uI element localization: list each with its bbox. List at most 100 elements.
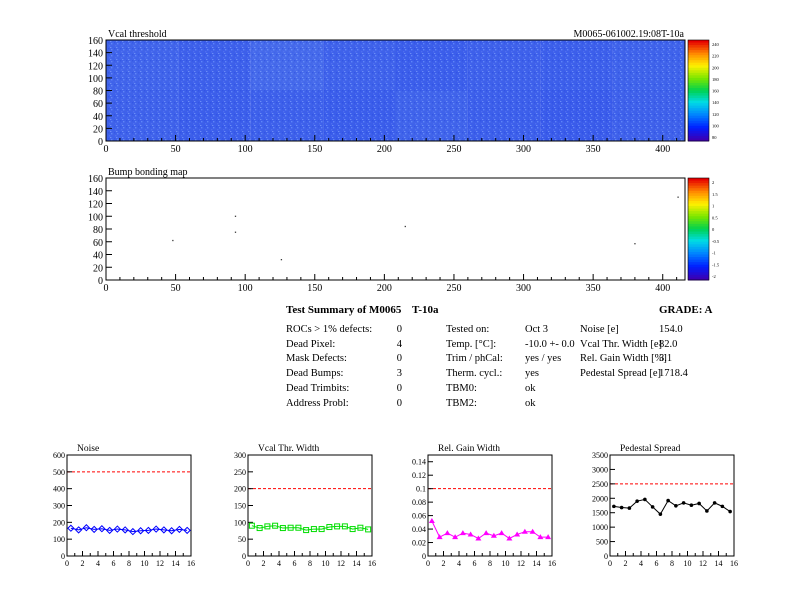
y-tick-label: 0 xyxy=(422,552,426,561)
palette-band xyxy=(688,259,709,263)
data-point xyxy=(349,526,356,533)
dead-bump-point xyxy=(234,215,237,217)
palette-band xyxy=(688,236,709,240)
data-point xyxy=(459,530,466,536)
y-tick-label: 0 xyxy=(604,552,608,561)
y-tick-label: 40 xyxy=(93,112,103,123)
palette-band xyxy=(688,269,709,273)
palette-label: 220 xyxy=(712,54,720,59)
y-tick-label: 1000 xyxy=(592,523,608,532)
y-tick-label: 2000 xyxy=(592,494,608,503)
data-point xyxy=(341,523,348,530)
y-tick-label: 0 xyxy=(242,552,246,561)
summary-col2-value: -10.0 +- 0.0 xyxy=(525,338,575,350)
y-tick-label: 3500 xyxy=(592,451,608,460)
palette-frame xyxy=(687,177,710,281)
data-point xyxy=(681,501,686,505)
summary-col3-value: 82.0 xyxy=(659,338,678,350)
data-point xyxy=(318,526,325,533)
data-point xyxy=(183,526,191,535)
palette-band xyxy=(688,180,709,184)
x-tick-label: 6 xyxy=(293,559,297,568)
roc-chart-3: 0 2 4 6 8 10 12 14 16 0 50 100 150 200 250 300 Vcal Thr.… xyxy=(234,444,376,568)
data-point xyxy=(272,522,279,529)
palette-band xyxy=(688,272,709,276)
summary-col3-value: 3.1 xyxy=(659,353,673,365)
data-point xyxy=(82,524,91,532)
palette-band xyxy=(688,110,709,114)
summary-module-suffix: T-10a xyxy=(412,304,439,316)
data-point xyxy=(666,498,670,503)
dead-bump-point xyxy=(677,196,679,198)
palette-band xyxy=(688,60,709,64)
x-tick-label: 10 xyxy=(684,559,692,568)
palette-label: 140 xyxy=(712,100,720,105)
data-point xyxy=(720,504,725,509)
y-tick-label: 20 xyxy=(93,124,103,135)
data-point xyxy=(175,525,184,534)
data-point xyxy=(248,522,255,529)
palette-band xyxy=(688,62,709,66)
palette-band xyxy=(688,213,709,217)
data-point xyxy=(635,499,639,503)
summary-col1-value: 0 xyxy=(396,382,402,394)
series-line xyxy=(70,527,188,533)
y-tick-label: 500 xyxy=(53,468,65,477)
data-point xyxy=(627,506,632,510)
x-tick-label: 10 xyxy=(502,559,510,568)
palette-band xyxy=(688,90,709,94)
summary-col2-label: Tested on: xyxy=(446,324,490,335)
x-tick-label: 2 xyxy=(442,559,446,568)
x-tick-label: 16 xyxy=(187,559,195,568)
y-tick-label: 60 xyxy=(93,99,103,110)
x-tick-label: 12 xyxy=(517,559,525,568)
y-tick-label: 150 xyxy=(234,502,246,511)
y-tick-label: 200 xyxy=(234,485,246,494)
palette-band xyxy=(688,206,709,210)
series-line xyxy=(431,520,549,540)
x-tick-label: 0 xyxy=(104,144,109,155)
summary-col2-label: Temp. [°C]: xyxy=(446,338,497,350)
palette-band xyxy=(688,246,709,250)
plot-frame xyxy=(427,454,553,557)
x-tick-label: 14 xyxy=(715,559,723,568)
data-point xyxy=(98,525,106,533)
summary-col2-label: Trim / phCal: xyxy=(446,353,503,365)
summary-col2-label: TBM0: xyxy=(446,382,477,394)
palette-band xyxy=(688,67,709,71)
palette-band xyxy=(688,226,709,230)
palette-band xyxy=(688,198,709,202)
data-point xyxy=(521,528,528,534)
map-1: 0 50 100 150 200 250 300 350 4000204060801001201… xyxy=(88,167,720,294)
roc-chart-4: 0 2 4 6 8 10 12 14 16 0 0.02 0.04 0.06 0.08 0.1 0.12 0.1… xyxy=(412,444,556,568)
palette-band xyxy=(688,264,709,268)
y-tick-label: 0 xyxy=(61,552,65,561)
dead-bump-point xyxy=(280,259,283,261)
chart-title: Vcal Thr. Width xyxy=(258,444,320,454)
palette-band xyxy=(688,130,709,134)
palette-band xyxy=(688,72,709,76)
x-tick-label: 6 xyxy=(473,559,477,568)
palette-band xyxy=(688,118,709,122)
x-tick-label: 16 xyxy=(730,559,738,568)
x-tick-label: 0 xyxy=(426,559,430,568)
y-tick-label: 2500 xyxy=(592,480,608,489)
palette-band xyxy=(688,45,709,49)
palette-label: 240 xyxy=(712,42,720,47)
palette-band xyxy=(688,100,709,104)
data-point xyxy=(643,497,647,502)
palette-band xyxy=(688,188,709,192)
x-tick-label: 16 xyxy=(368,559,376,568)
y-tick-label: 140 xyxy=(88,49,103,60)
palette-label: 0 xyxy=(712,227,715,232)
summary-col1-label: Dead Pixel: xyxy=(286,338,336,350)
data-point xyxy=(365,526,372,533)
palette-band xyxy=(688,82,709,86)
y-tick-label: 140 xyxy=(88,187,103,198)
y-tick-label: 300 xyxy=(53,502,65,511)
data-point xyxy=(689,503,694,508)
palette-band xyxy=(688,113,709,117)
y-tick-label: 160 xyxy=(88,36,103,47)
data-point xyxy=(357,524,364,531)
